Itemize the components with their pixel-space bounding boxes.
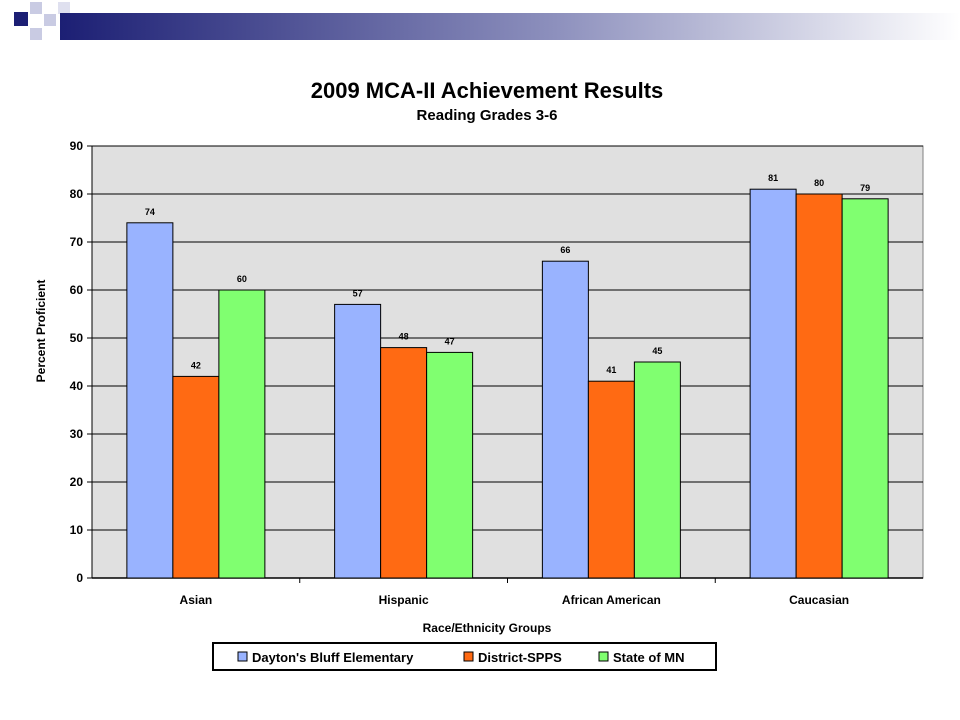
data-label: 79 [860, 183, 870, 193]
header-square-light-4 [58, 2, 70, 14]
header-gradient-bar [60, 13, 960, 40]
bar-asian-2 [172, 375, 220, 579]
data-label: 45 [652, 346, 662, 356]
y-tick-label: 30 [70, 427, 84, 441]
y-tick-label: 50 [70, 331, 84, 345]
legend-swatch [598, 651, 609, 662]
legend-label: State of MN [613, 650, 685, 665]
data-labels: 74 42 60 57 48 47 66 41 45 81 80 79 [145, 173, 870, 375]
y-tick-label: 80 [70, 187, 84, 201]
legend: Dayton's Bluff Elementary District-SPPS St… [212, 642, 717, 671]
category-label: Caucasian [789, 593, 849, 607]
legend-swatch [237, 651, 248, 662]
data-label: 41 [606, 365, 616, 375]
header-square-dark [14, 12, 28, 26]
bar-hispanic-1 [334, 303, 382, 579]
data-label: 42 [191, 360, 201, 370]
legend-swatch [463, 651, 474, 662]
bar-caucasian-2 [795, 193, 843, 579]
y-tick-label: 40 [70, 379, 84, 393]
bar-asian-1 [126, 222, 174, 579]
bar-african-american-1 [541, 260, 589, 579]
chart-title: 2009 MCA-II Achievement Results [311, 78, 664, 103]
bar-hispanic-2 [380, 347, 428, 579]
bar-hispanic-3 [426, 351, 474, 579]
data-label: 57 [353, 288, 363, 298]
y-tick-label: 70 [70, 235, 84, 249]
header-square-light-1 [30, 2, 42, 14]
data-label: 48 [399, 332, 409, 342]
bar-african-american-2 [587, 380, 635, 579]
category-label: Hispanic [379, 593, 429, 607]
data-label: 81 [768, 173, 778, 183]
x-axis-label: Race/Ethnicity Groups [423, 621, 552, 635]
header-square-light-3 [30, 28, 42, 40]
legend-label: Dayton's Bluff Elementary [252, 650, 414, 665]
y-tick-label: 10 [70, 523, 84, 537]
bar-african-american-3 [633, 361, 681, 579]
data-label: 74 [145, 207, 155, 217]
category-labels: Asian Hispanic African American Caucasian [180, 578, 849, 607]
bars [126, 188, 889, 579]
y-tick-label: 20 [70, 475, 84, 489]
y-tick-label: 60 [70, 283, 84, 297]
header-square-light-2 [44, 14, 56, 26]
category-label: Asian [180, 593, 213, 607]
category-label: African American [562, 593, 661, 607]
data-label: 66 [560, 245, 570, 255]
bar-caucasian-1 [749, 188, 797, 579]
chart-subtitle: Reading Grades 3-6 [417, 107, 558, 124]
data-label: 47 [445, 336, 455, 346]
bar-asian-3 [218, 289, 266, 579]
data-label: 60 [237, 274, 247, 284]
y-tick-label: 0 [76, 571, 83, 585]
data-label: 80 [814, 178, 824, 188]
y-tick-label: 90 [70, 139, 84, 153]
legend-label: District-SPPS [478, 650, 562, 665]
bar-caucasian-3 [841, 198, 889, 579]
slide-header-decoration [14, 2, 960, 40]
y-axis-label: Percent Proficient [34, 280, 48, 383]
